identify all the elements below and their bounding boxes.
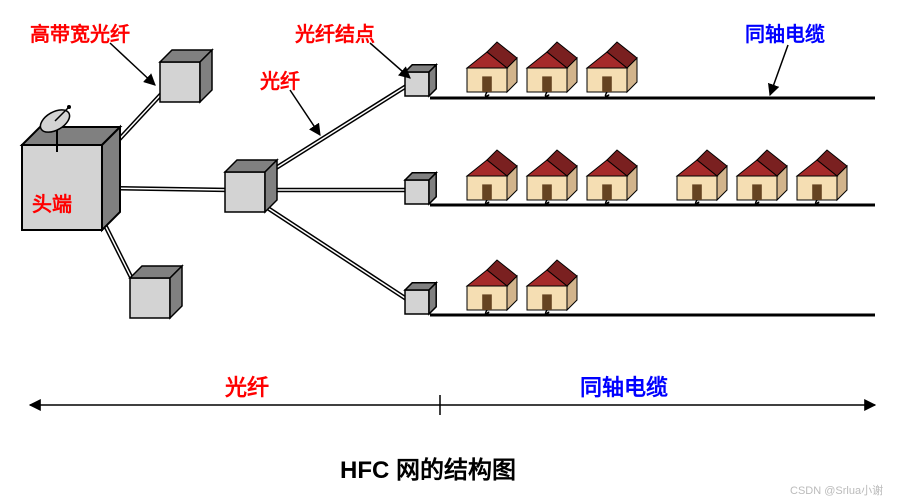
label-headend: 头端 [32,188,72,217]
diagram-svg [0,0,901,500]
label-coax-bottom: 同轴电缆 [580,370,668,402]
label-fiber-node: 光纤结点 [295,18,375,47]
label-coax-top: 同轴电缆 [745,18,825,47]
label-fiber-bottom: 光纤 [225,370,269,402]
hfc-diagram: 高带宽光纤 光纤结点 光纤 头端 同轴电缆 光纤 同轴电缆 HFC 网的结构图 … [0,0,901,500]
diagram-title: HFC 网的结构图 [340,450,516,485]
label-high-bw-fiber: 高带宽光纤 [30,18,130,47]
watermark: CSDN @Srlua小谢 [790,482,883,498]
label-fiber-top: 光纤 [260,65,300,94]
